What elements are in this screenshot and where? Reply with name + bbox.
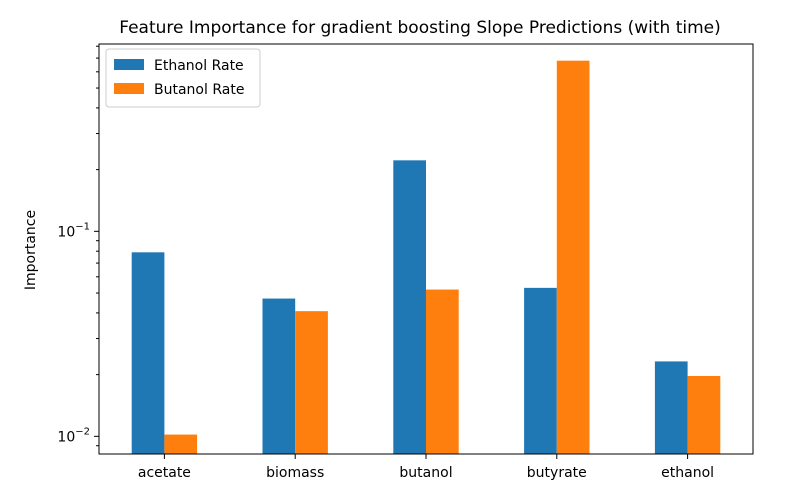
bar-acetate-ethanol-rate <box>131 252 165 454</box>
x-tick-label-acetate: acetate <box>138 465 191 481</box>
legend-label-ethanol-rate: Ethanol Rate <box>154 58 244 74</box>
y-ticks: 10−1 10−2 <box>57 45 99 447</box>
bar-ethanol-ethanol-rate <box>654 361 688 454</box>
plot-frame <box>98 43 754 455</box>
bar-ethanol-butanol-rate <box>687 375 721 454</box>
bars <box>131 60 721 455</box>
legend-swatch-ethanol-rate <box>114 59 144 70</box>
legend-box <box>105 48 261 108</box>
chart-title: Feature Importance for gradient boosting… <box>119 18 721 38</box>
bar-biomass-ethanol-rate <box>262 298 296 454</box>
y-tick-label: 10−2 <box>57 426 90 445</box>
bar-butyrate-butanol-rate <box>556 60 590 455</box>
bar-butanol-butanol-rate <box>426 289 459 454</box>
legend-label-butanol-rate: Butanol Rate <box>154 82 244 98</box>
x-tick-label-butyrate: butyrate <box>527 465 587 481</box>
y-tick-label: 10−1 <box>57 221 90 240</box>
x-ticks: acetate biomass butanol butyrate ethanol <box>138 454 714 481</box>
bar-butanol-ethanol-rate <box>393 160 426 454</box>
legend: Ethanol Rate Butanol Rate <box>105 48 261 108</box>
legend-swatch-butanol-rate <box>114 83 144 94</box>
x-tick-label-biomass: biomass <box>266 465 324 481</box>
bar-acetate-butanol-rate <box>164 434 198 454</box>
x-tick-label-butanol: butanol <box>399 465 452 481</box>
x-tick-label-ethanol: ethanol <box>661 465 714 481</box>
bar-butyrate-ethanol-rate <box>524 287 557 454</box>
bar-biomass-butanol-rate <box>295 311 328 454</box>
y-axis-label: Importance <box>23 210 39 290</box>
